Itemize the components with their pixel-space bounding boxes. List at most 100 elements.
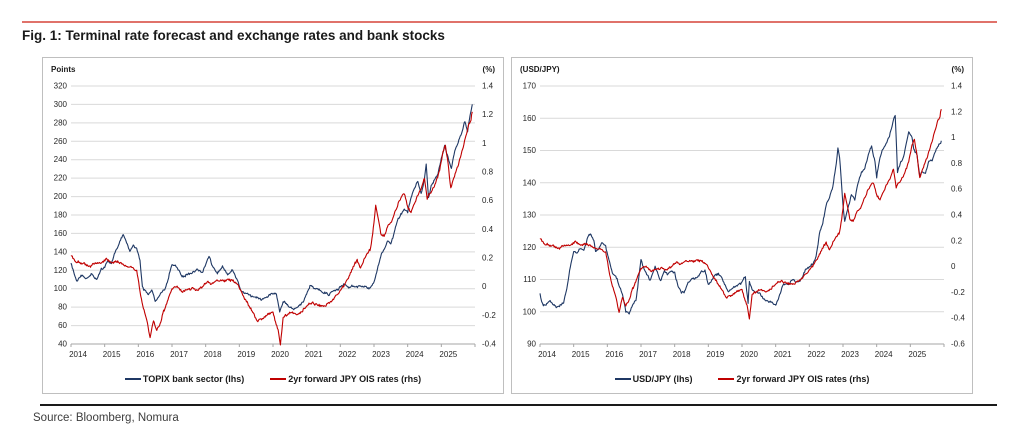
legend-item-ois: 2yr forward JPY OIS rates (rhs) bbox=[718, 374, 869, 384]
legend-item-topix: TOPIX bank sector (lhs) bbox=[124, 374, 245, 384]
x-axis-year-label: 2015 bbox=[572, 350, 590, 359]
top-accent-rule bbox=[22, 21, 997, 23]
right-axis-tick-label: 1.2 bbox=[482, 110, 494, 119]
right-axis-tick-label: 0.8 bbox=[951, 159, 963, 168]
x-axis-year-label: 2022 bbox=[338, 350, 356, 359]
bottom-rule bbox=[40, 404, 997, 406]
left-axis-tick-label: 220 bbox=[54, 174, 68, 183]
right-axis-tick-label: 0.8 bbox=[482, 168, 494, 177]
left-axis-tick-label: 80 bbox=[58, 303, 67, 312]
left-axis-tick-label: 40 bbox=[58, 340, 67, 349]
left-axis-tick-label: 320 bbox=[54, 82, 68, 91]
right-axis-tick-label: 0.4 bbox=[482, 225, 494, 234]
x-axis-year-label: 2017 bbox=[170, 350, 188, 359]
x-axis-year-label: 2014 bbox=[69, 350, 87, 359]
x-axis-year-label: 2025 bbox=[439, 350, 457, 359]
left-axis-tick-label: 150 bbox=[523, 146, 537, 155]
right-axis-tick-label: -0.4 bbox=[482, 340, 496, 349]
series-line-usdjpy bbox=[539, 114, 942, 315]
x-axis-year-label: 2020 bbox=[740, 350, 758, 359]
right-axis-tick-label: -0.6 bbox=[951, 340, 965, 349]
left-axis-tick-label: 170 bbox=[523, 82, 537, 91]
right-axis-tick-label: -0.2 bbox=[951, 288, 965, 297]
left-axis-tick-label: 140 bbox=[523, 178, 537, 187]
left-chart-panel: 320 300 280 260 240 220 200 180 160 140 120 100 80 60… bbox=[42, 57, 504, 394]
series-line-topix bbox=[70, 104, 473, 313]
legend-line-swatch bbox=[124, 378, 141, 380]
right-axis-tick-label: 1.2 bbox=[951, 107, 963, 116]
right-axis-tick-label: 0.6 bbox=[482, 196, 494, 205]
legend-label: 2yr forward JPY OIS rates (rhs) bbox=[288, 374, 422, 384]
legend-label: USD/JPY (lhs) bbox=[632, 374, 693, 384]
x-axis-year-label: 2023 bbox=[841, 350, 859, 359]
legend-label: TOPIX bank sector (lhs) bbox=[142, 374, 245, 384]
x-axis-year-label: 2016 bbox=[605, 350, 623, 359]
right-axis-tick-label: 0.2 bbox=[482, 254, 494, 263]
right-axis-tick-label: 0.2 bbox=[951, 236, 963, 245]
right-axis-tick-label: 0 bbox=[951, 262, 956, 271]
right-axis-title: (%) bbox=[952, 65, 965, 74]
figure-title: Fig. 1: Terminal rate forecast and excha… bbox=[22, 28, 445, 43]
left-axis-tick-label: 120 bbox=[54, 266, 68, 275]
left-axis-tick-label: 260 bbox=[54, 137, 68, 146]
left-axis-tick-label: 100 bbox=[54, 284, 68, 293]
right-chart-panel: 170 160 150 140 130 120 110 100 90 1.4 1.2 1 0.8 0.6 0… bbox=[511, 57, 973, 394]
x-axis-year-label: 2019 bbox=[237, 350, 255, 359]
x-axis-year-label: 2016 bbox=[136, 350, 154, 359]
left-axis-tick-label: 90 bbox=[527, 340, 536, 349]
left-axis-tick-label: 240 bbox=[54, 155, 68, 164]
legend-item-usdjpy: USD/JPY (lhs) bbox=[614, 374, 693, 384]
left-axis-tick-label: 180 bbox=[54, 211, 68, 220]
right-axis-tick-label: 0.6 bbox=[951, 185, 963, 194]
left-axis-tick-label: 60 bbox=[58, 321, 67, 330]
left-axis-tick-label: 130 bbox=[523, 211, 537, 220]
usdjpy-ois-line-chart: 170 160 150 140 130 120 110 100 90 1.4 1.2 1 0.8 0.6 0… bbox=[520, 65, 965, 359]
left-axis-title: (USD/JPY) bbox=[520, 65, 560, 74]
right-axis-tick-label: -0.2 bbox=[482, 311, 496, 320]
legend-label: 2yr forward JPY OIS rates (rhs) bbox=[736, 374, 870, 384]
x-axis-year-label: 2025 bbox=[908, 350, 926, 359]
right-axis-title: (%) bbox=[483, 65, 496, 74]
x-axis-year-label: 2024 bbox=[875, 350, 893, 359]
x-axis-year-label: 2020 bbox=[271, 350, 289, 359]
left-axis-tick-label: 120 bbox=[523, 243, 537, 252]
x-axis-year-label: 2021 bbox=[305, 350, 323, 359]
right-axis-tick-label: 1 bbox=[951, 133, 956, 142]
right-axis-tick-label: 1.4 bbox=[482, 82, 494, 91]
series-line-ois bbox=[70, 111, 473, 346]
left-axis-tick-label: 140 bbox=[54, 247, 68, 256]
left-axis-title: Points bbox=[51, 65, 76, 74]
left-axis-tick-label: 100 bbox=[523, 307, 537, 316]
left-axis-tick-label: 200 bbox=[54, 192, 68, 201]
left-axis-tick-label: 110 bbox=[523, 275, 536, 284]
x-axis-year-label: 2024 bbox=[406, 350, 424, 359]
left-axis-tick-label: 160 bbox=[523, 114, 537, 123]
right-axis-tick-label: 0.4 bbox=[951, 211, 963, 220]
left-axis-tick-label: 300 bbox=[54, 100, 68, 109]
x-axis-year-label: 2014 bbox=[538, 350, 556, 359]
x-axis-year-label: 2019 bbox=[706, 350, 724, 359]
left-axis-tick-label: 280 bbox=[54, 118, 68, 127]
x-axis-year-label: 2021 bbox=[774, 350, 792, 359]
x-axis-year-label: 2018 bbox=[673, 350, 691, 359]
right-axis-tick-label: -0.4 bbox=[951, 314, 965, 323]
series-line-ois bbox=[539, 109, 942, 320]
x-axis-year-label: 2018 bbox=[204, 350, 222, 359]
x-axis-year-label: 2015 bbox=[103, 350, 121, 359]
right-axis-tick-label: 0 bbox=[482, 282, 487, 291]
left-chart-legend: TOPIX bank sector (lhs) 2yr forward JPY O… bbox=[43, 374, 503, 384]
right-chart-legend: USD/JPY (lhs) 2yr forward JPY OIS rates (… bbox=[512, 374, 972, 384]
x-axis-year-label: 2017 bbox=[639, 350, 657, 359]
x-axis-year-label: 2023 bbox=[372, 350, 390, 359]
right-axis-tick-label: 1 bbox=[482, 139, 487, 148]
right-axis-tick-label: 1.4 bbox=[951, 82, 963, 91]
x-axis-year-label: 2022 bbox=[807, 350, 825, 359]
topix-ois-line-chart: 3203002802602402202001801601401201008060… bbox=[51, 65, 496, 359]
legend-item-ois: 2yr forward JPY OIS rates (rhs) bbox=[270, 374, 421, 384]
left-axis-tick-label: 160 bbox=[54, 229, 68, 238]
legend-line-swatch bbox=[718, 378, 735, 380]
legend-line-swatch bbox=[270, 378, 287, 380]
legend-line-swatch bbox=[614, 378, 631, 380]
source-text: Source: Bloomberg, Nomura bbox=[33, 412, 179, 424]
